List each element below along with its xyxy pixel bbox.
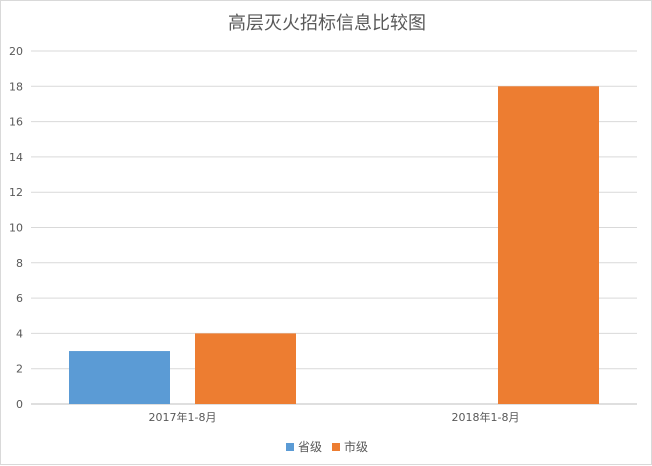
legend-label-province: 省级: [297, 440, 322, 454]
y-tick-label: 2: [16, 363, 23, 376]
legend-swatch-city: [332, 442, 340, 451]
bar-1-1: [498, 86, 599, 405]
y-tick-label: 12: [9, 186, 23, 199]
y-tick-label: 18: [9, 80, 23, 93]
legend-item-city: 市级: [332, 438, 368, 455]
chart-legend: 省级 市级: [1, 438, 652, 455]
bar-1-0: [195, 333, 296, 404]
y-tick-label: 4: [16, 327, 23, 340]
x-category-label: 2018年1-8月: [452, 410, 520, 424]
bar-0-0: [69, 351, 170, 404]
y-tick-label: 14: [9, 151, 23, 164]
y-tick-label: 20: [9, 45, 23, 58]
y-tick-label: 16: [9, 116, 23, 129]
x-category-label: 2017年1-8月: [149, 410, 217, 424]
y-tick-label: 10: [9, 222, 23, 235]
y-tick-label: 8: [16, 257, 23, 270]
legend-swatch-province: [285, 442, 294, 451]
legend-item-province: 省级: [285, 438, 322, 455]
y-tick-label: 6: [16, 292, 23, 305]
legend-label-city: 市级: [344, 440, 369, 454]
y-tick-label: 0: [16, 398, 23, 411]
chart-title: 高层灭火招标信息比较图: [228, 13, 426, 34]
